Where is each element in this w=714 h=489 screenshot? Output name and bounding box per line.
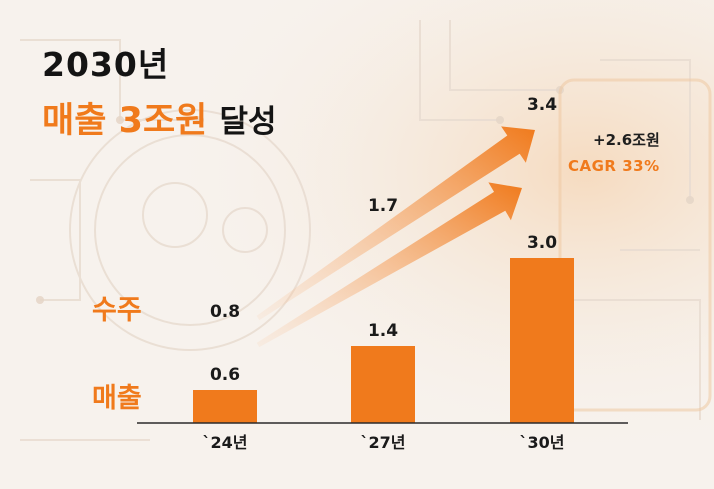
orders-trend-arrow bbox=[256, 126, 535, 321]
sales-trend-arrow bbox=[256, 182, 522, 348]
cagr-note: CAGR 33% bbox=[568, 157, 660, 175]
orders-value-label-1: 1.7 bbox=[368, 196, 398, 216]
legend-orders: 수주 bbox=[92, 295, 142, 326]
category-label-1: `27년 bbox=[361, 433, 406, 452]
sales-value-label-0: 0.6 bbox=[210, 365, 240, 385]
title-rest: 달성 bbox=[219, 104, 277, 140]
sales-value-label-1: 1.4 bbox=[368, 321, 398, 341]
trend-arrows bbox=[256, 126, 535, 348]
legend-sales: 매출 bbox=[92, 383, 142, 414]
title-highlight: 매출 3조원 bbox=[42, 101, 208, 141]
orders-value-label-0: 0.8 bbox=[210, 302, 240, 322]
bar-sales-2 bbox=[510, 258, 574, 423]
growth-note: +2.6조원 bbox=[593, 131, 660, 149]
title-main: 매출 3조원 달성 bbox=[42, 92, 277, 143]
bar-sales-1 bbox=[351, 346, 415, 423]
category-label-0: `24년 bbox=[203, 433, 248, 452]
bar-sales-0 bbox=[193, 390, 257, 423]
orders-value-label-2: 3.4 bbox=[527, 95, 557, 115]
title-year: 2030년 bbox=[42, 45, 170, 84]
category-label-2: `30년 bbox=[520, 433, 565, 452]
bars-group bbox=[193, 258, 574, 423]
sales-value-label-2: 3.0 bbox=[527, 233, 557, 253]
labels-group: 0.6 1.4 3.0 0.8 1.7 3.4 `24년 `27년 `30년 bbox=[203, 95, 565, 452]
